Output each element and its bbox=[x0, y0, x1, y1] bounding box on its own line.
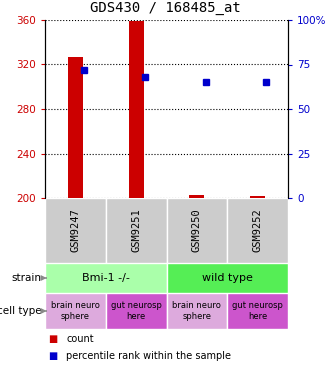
Bar bbox=[167, 293, 227, 329]
Bar bbox=[167, 198, 227, 263]
Text: gut neurosp
here: gut neurosp here bbox=[232, 301, 283, 321]
Text: GSM9252: GSM9252 bbox=[253, 209, 263, 253]
Bar bbox=[106, 198, 167, 263]
Text: GSM9250: GSM9250 bbox=[192, 209, 202, 253]
Text: count: count bbox=[66, 335, 94, 344]
Bar bbox=[227, 198, 288, 263]
Text: ■: ■ bbox=[48, 335, 57, 344]
Bar bbox=[167, 263, 288, 293]
Bar bbox=[45, 293, 106, 329]
Text: GSM9247: GSM9247 bbox=[70, 209, 81, 253]
Bar bbox=[45, 198, 106, 263]
Text: GSM9251: GSM9251 bbox=[131, 209, 141, 253]
Bar bbox=[106, 293, 167, 329]
Text: brain neuro
sphere: brain neuro sphere bbox=[173, 301, 221, 321]
Text: brain neuro
sphere: brain neuro sphere bbox=[51, 301, 100, 321]
Bar bbox=[227, 293, 288, 329]
Text: Bmi-1 -/-: Bmi-1 -/- bbox=[82, 273, 130, 283]
Bar bbox=[45, 263, 167, 293]
Bar bbox=[189, 195, 205, 198]
Text: ■: ■ bbox=[48, 351, 57, 361]
Text: cell type: cell type bbox=[0, 306, 42, 316]
Text: wild type: wild type bbox=[202, 273, 253, 283]
Text: GDS430 / 168485_at: GDS430 / 168485_at bbox=[90, 1, 240, 15]
Bar bbox=[128, 21, 144, 198]
Text: percentile rank within the sample: percentile rank within the sample bbox=[66, 351, 231, 361]
Text: strain: strain bbox=[12, 273, 42, 283]
Text: gut neurosp
here: gut neurosp here bbox=[111, 301, 162, 321]
Bar bbox=[68, 57, 83, 198]
Bar bbox=[250, 196, 265, 198]
